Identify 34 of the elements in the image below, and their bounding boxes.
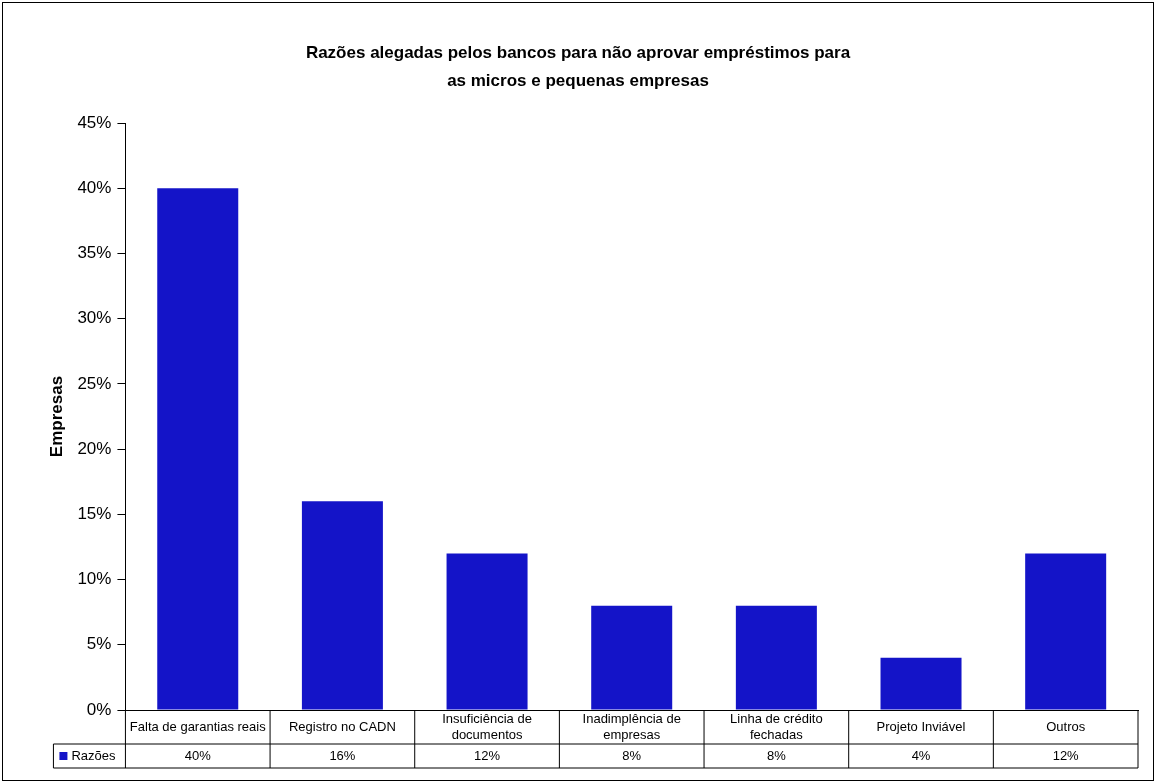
y-tick-label: 25% — [77, 373, 112, 393]
y-tick-label: 10% — [77, 569, 112, 589]
data-label: 16% — [329, 747, 356, 763]
x-tick-label: Outros — [1046, 718, 1086, 734]
x-tick-label: Linha de crédito fechadas — [730, 710, 823, 742]
y-tick-label: 5% — [86, 634, 112, 654]
bar — [1025, 553, 1107, 710]
y-tick-label: 35% — [77, 243, 112, 263]
y-tick-label: 0% — [86, 699, 112, 719]
x-tick-label: Insuficiência de documentos — [442, 710, 532, 742]
data-label: 8% — [622, 747, 642, 763]
y-tick-label: 20% — [77, 438, 112, 458]
y-tick-label: 30% — [77, 308, 112, 328]
y-tick-label: 40% — [77, 177, 112, 197]
y-tick-label: 15% — [77, 504, 112, 524]
data-label: 12% — [1052, 747, 1080, 763]
bar — [446, 553, 528, 710]
legend-label: Razões — [71, 747, 116, 763]
bar — [591, 605, 673, 710]
y-tick-label: 45% — [77, 112, 112, 132]
bar — [157, 188, 239, 710]
data-label: 40% — [184, 747, 212, 763]
x-tick-label: Registro no CADN — [288, 718, 396, 734]
x-tick-label: Projeto Inviável — [876, 718, 966, 734]
data-label: 8% — [766, 747, 787, 763]
x-tick-label: Falta de garantias reais — [129, 718, 267, 734]
data-label: 12% — [474, 747, 501, 763]
data-label: 4% — [911, 747, 931, 763]
x-tick-label: Inadimplência de empresas — [582, 710, 681, 742]
y-axis-title: Empresas — [46, 375, 66, 458]
bar — [880, 657, 962, 710]
bar — [735, 605, 817, 710]
chart-title: Razões alegadas pelos bancos para não aprovar empréstimos para as micros e pequenas empresas — [305, 42, 851, 90]
bar — [301, 501, 383, 710]
